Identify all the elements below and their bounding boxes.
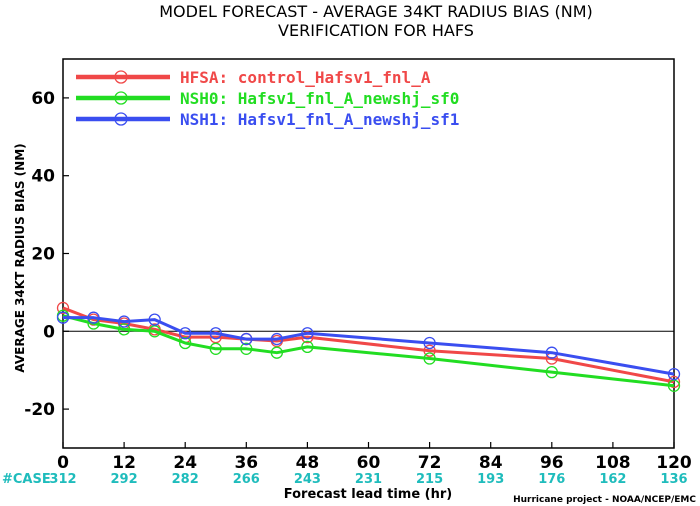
legend-item: HFSA: control_Hafsv1_fnl_A (76, 68, 431, 87)
x-tick-label: 60 (357, 453, 381, 473)
y-tick-label: 60 (31, 89, 55, 109)
case-count: 266 (233, 472, 260, 487)
case-count: 176 (538, 472, 565, 487)
data-point (545, 365, 558, 379)
series-1 (56, 309, 681, 392)
data-point (209, 330, 222, 344)
case-count: 312 (49, 472, 76, 487)
data-point (301, 330, 314, 344)
case-label: #CASE (2, 472, 51, 487)
x-tick-label: 108 (595, 453, 631, 473)
case-count: 292 (111, 472, 138, 487)
chart-title: MODEL FORECAST - AVERAGE 34KT RADIUS BIA… (159, 2, 593, 21)
x-tick-label: 48 (296, 453, 320, 473)
data-point (117, 323, 131, 336)
legend-label: NSH1: Hafsv1_fnl_A_newshj_sf1 (180, 110, 459, 129)
legend-marker (114, 112, 128, 126)
x-tick-label: 12 (112, 453, 136, 473)
series-2 (56, 311, 681, 381)
case-count: 193 (477, 472, 504, 487)
data-point (270, 332, 284, 346)
legend-item: NSH1: Hafsv1_fnl_A_newshj_sf1 (76, 110, 459, 129)
data-point (56, 311, 70, 324)
data-point (667, 375, 681, 389)
y-axis-label: AVERAGE 34KT RADIUS BIAS (NM) (13, 143, 27, 372)
data-point (117, 315, 131, 328)
chart-subtitle: VERIFICATION FOR HAFS (278, 21, 474, 40)
case-count: 243 (294, 472, 321, 487)
case-count: 282 (172, 472, 199, 487)
x-tick-label: 120 (656, 453, 692, 473)
data-point (209, 342, 222, 355)
legend-marker (114, 91, 128, 105)
data-point (148, 313, 161, 326)
y-tick-label: 40 (31, 167, 55, 187)
data-point (667, 367, 681, 381)
y-tick-label: 0 (43, 322, 55, 342)
y-tick-label: -20 (24, 400, 55, 420)
data-point (87, 311, 100, 324)
data-point (240, 332, 253, 346)
x-tick-label: 96 (540, 453, 564, 473)
data-point (423, 344, 436, 357)
y-tick-label: 20 (31, 245, 55, 265)
legend-marker (114, 70, 128, 84)
x-axis-label: Forecast lead time (hr) (284, 487, 452, 502)
case-count: 136 (660, 472, 687, 487)
x-tick-label: 36 (234, 453, 258, 473)
legend-item: NSH0: Hafsv1_fnl_A_newshj_sf0 (76, 89, 459, 108)
x-tick-label: 84 (479, 453, 503, 473)
credit-text: Hurricane project - NOAA/NCEP/EMC (513, 495, 696, 505)
legend-label: NSH0: Hafsv1_fnl_A_newshj_sf0 (180, 89, 459, 108)
data-point (240, 342, 253, 355)
data-point (423, 352, 436, 365)
data-point (148, 325, 161, 338)
data-point (301, 340, 314, 354)
x-tick-label: 72 (418, 453, 442, 473)
data-point (301, 327, 314, 340)
data-point (179, 327, 192, 340)
case-count: 215 (416, 472, 443, 487)
data-point (209, 327, 222, 340)
legend-label: HFSA: control_Hafsv1_fnl_A (180, 68, 431, 87)
x-tick-label: 24 (173, 453, 197, 473)
x-tick-label: 0 (57, 453, 69, 473)
data-point (667, 379, 681, 392)
data-point (179, 336, 192, 350)
case-count: 231 (355, 472, 382, 487)
data-point (423, 336, 436, 350)
data-point (270, 346, 284, 359)
data-point (545, 346, 558, 359)
data-point (56, 301, 70, 315)
case-count: 162 (599, 472, 626, 487)
